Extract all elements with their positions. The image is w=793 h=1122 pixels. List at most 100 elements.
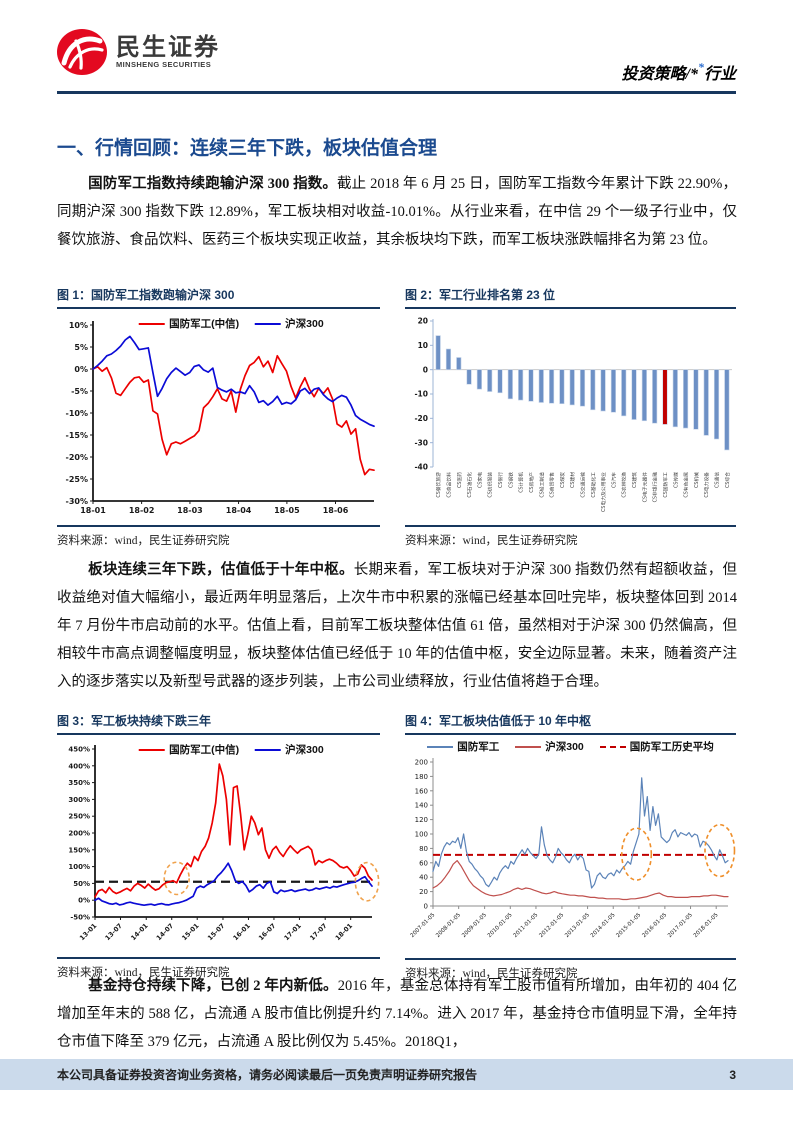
legend-label: 国防军工历史平均 [629,741,714,753]
svg-text:-5%: -5% [71,387,88,396]
svg-text:40: 40 [419,874,428,882]
svg-text:0%: 0% [74,365,88,374]
paragraph-3-text: 2016 年，基金总体持有军工股市值有所增加，由年初的 404 亿增加至年末的 … [57,978,737,1050]
figure-4-chart-area: 国防军工 沪深300 国防军工历史平均 200 180 160 140 120 100 80 60… [405,739,736,952]
svg-text:2014-01-05: 2014-01-05 [590,912,617,939]
brand-name-en: MINSHENG SECURITIES [116,60,212,70]
legend-item: 国防军工历史平均 [599,739,714,754]
svg-text:0: 0 [424,903,428,911]
minsheng-logo: 民生证券 MINSHENG SECURITIES [56,28,220,76]
svg-text:CS综合: CS综合 [724,472,731,488]
figure-1: 图 1：国防军工指数跑输沪深 300 国防军工(中信) 沪深300 10% 5% 0%… [57,286,380,548]
svg-text:CS电力设备: CS电力设备 [703,472,710,498]
figure-4-legend: 国防军工 沪深300 国防军工历史平均 [405,739,736,754]
figure-3-chart: 450% 400% 350% 300% 250% 200% 150% 100% 50% 0% -50… [57,739,380,951]
report-type-suffix: 行业 [703,66,736,83]
svg-text:14-07: 14-07 [155,922,175,942]
svg-text:200: 200 [415,759,428,767]
svg-text:CS医药: CS医药 [456,472,463,488]
svg-text:18-02: 18-02 [129,506,155,515]
svg-text:14-01: 14-01 [129,921,150,942]
page-number: 3 [729,1067,736,1082]
figure-4-source: 资料来源：wind，民生证券研究院 [405,958,736,981]
svg-text:CS通信: CS通信 [714,472,721,488]
svg-text:400%: 400% [68,762,90,770]
legend-swatch-icon [255,322,282,325]
svg-text:160: 160 [415,787,428,795]
svg-text:-15%: -15% [66,431,88,440]
figure-2-source: 资料来源：wind，民生证券研究院 [405,525,736,548]
svg-text:0: 0 [423,365,428,374]
svg-text:250%: 250% [68,813,90,821]
legend-swatch-icon [139,322,166,325]
header-divider [57,91,736,94]
svg-text:140: 140 [415,802,428,810]
svg-text:20: 20 [418,317,428,326]
svg-text:2013-01-05: 2013-01-05 [564,912,591,939]
svg-text:CS煤炭: CS煤炭 [559,472,566,488]
figure-3-caption: 图 3：军工板块持续下跌三年 [57,712,380,735]
figure-3-chart-area: 国防军工(中信) 沪深300 450% 400% 350% 300% 250% 200% 15… [57,739,380,951]
legend-label: 沪深300 [285,318,324,330]
legend-item: 沪深300 [255,316,324,331]
legend-label: 国防军工(中信) [169,744,240,756]
legend-item: 国防军工(中信) [139,316,239,331]
svg-text:CS家电: CS家电 [476,472,483,488]
figure-2: 图 2：军工行业排名第 23 位 20 10 0 -10 -20 -30 -40 CS餐饮旅游… [405,286,736,548]
svg-text:-40: -40 [414,463,428,472]
svg-text:CS食品饮料: CS食品饮料 [445,472,452,498]
paragraph-1: 国防军工指数持续跑输沪深 300 指数。截止 2018 年 6 月 25 日，国… [57,170,737,254]
legend-label: 沪深300 [545,741,584,753]
svg-text:-30: -30 [414,438,428,447]
svg-text:CS机械: CS机械 [693,472,700,488]
svg-text:18-01: 18-01 [334,921,355,942]
svg-text:16-01: 16-01 [232,921,253,942]
svg-text:-50%: -50% [70,914,90,922]
svg-text:2018-01-05: 2018-01-05 [693,912,720,939]
svg-text:20: 20 [419,888,428,896]
svg-text:15-07: 15-07 [206,922,226,942]
legend-swatch-icon [427,745,454,748]
report-type-prefix: 投资策略/* [621,66,698,83]
figure-1-caption: 图 1：国防军工指数跑输沪深 300 [57,286,380,309]
svg-text:CS轻工制造: CS轻工制造 [538,472,545,498]
svg-text:200%: 200% [68,830,90,838]
paragraph-2-text: 长期来看，军工板块对于沪深 300 指数仍然有超额收益，但收益绝对值大幅缩小，最… [57,562,737,690]
svg-text:CS电子元器件: CS电子元器件 [641,472,648,503]
svg-text:CS交通运输: CS交通运输 [580,472,587,498]
svg-text:-10%: -10% [66,409,88,418]
figure-3-legend: 国防军工(中信) 沪深300 [139,742,324,757]
svg-text:50%: 50% [73,880,90,888]
svg-text:-30%: -30% [66,497,88,506]
paragraph-1-text: 截止 2018 年 6 月 25 日，国防军工指数今年累计下跌 22.90%，同… [57,176,738,248]
svg-text:-20%: -20% [66,453,88,462]
legend-label: 国防军工(中信) [169,318,240,330]
svg-text:CS汽车: CS汽车 [610,472,617,488]
svg-text:10: 10 [418,341,428,350]
svg-text:CS农林牧渔: CS农林牧渔 [621,472,628,498]
svg-text:CS银行: CS银行 [497,472,504,488]
svg-text:CS商贸零售: CS商贸零售 [549,472,556,498]
minsheng-logo-icon [57,29,107,75]
svg-text:18-06: 18-06 [323,506,349,515]
svg-text:60: 60 [419,859,428,867]
svg-text:18-04: 18-04 [226,506,252,515]
svg-text:17-07: 17-07 [308,922,328,942]
svg-text:CS建筑: CS建筑 [631,472,638,488]
svg-text:13-07: 13-07 [104,922,124,942]
section-title: 一、行情回顾：连续三年下跌，板块估值合理 [57,138,438,159]
svg-text:2010-01-05: 2010-01-05 [487,912,514,939]
page-footer: 本公司具备证券投资咨询业务资格，请务必阅读最后一页免责声明证券研究报告 3 [0,1059,793,1090]
svg-text:2016-01-05: 2016-01-05 [641,912,668,939]
svg-text:CS钢铁: CS钢铁 [507,472,514,488]
figure-2-chart: 20 10 0 -10 -20 -30 -40 CS餐饮旅游 CS食品饮料 CS医药 CS石油石化 C… [405,313,736,519]
svg-text:10%: 10% [69,321,88,330]
figure-3-source: 资料来源：wind，民生证券研究院 [57,957,380,980]
svg-text:CS传媒: CS传媒 [672,472,679,488]
svg-text:2017-01-05: 2017-01-05 [667,912,694,939]
legend-swatch-icon [515,745,542,748]
svg-text:CS建材: CS建材 [569,472,576,488]
svg-text:180: 180 [415,773,428,781]
svg-text:18-01: 18-01 [80,506,106,515]
